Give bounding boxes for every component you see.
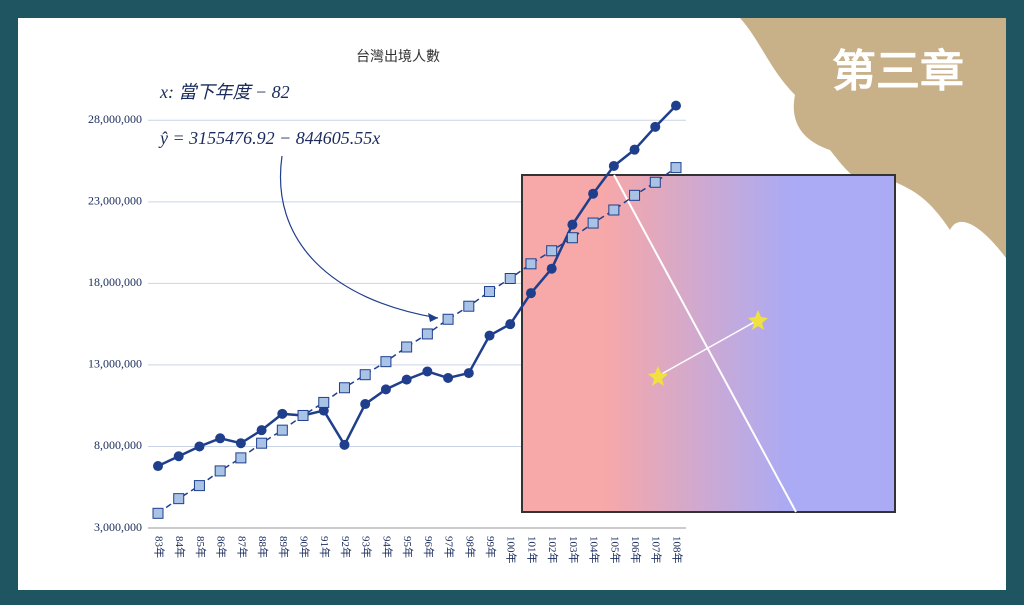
point xyxy=(338,382,350,394)
scatter-inset xyxy=(521,174,896,513)
y-tick-label: 8,000,000 xyxy=(94,438,142,452)
point xyxy=(566,232,578,244)
x-tick-label: 103年 xyxy=(567,536,581,564)
y-tick-label: 23,000,000 xyxy=(88,194,142,208)
annotation: x: 當下年度 − 82 xyxy=(159,82,290,102)
point xyxy=(339,439,350,450)
point xyxy=(649,176,661,188)
point xyxy=(546,245,558,257)
point xyxy=(277,408,288,419)
point xyxy=(505,319,516,330)
x-tick-label: 102年 xyxy=(546,536,560,564)
point xyxy=(235,452,247,464)
point xyxy=(214,465,226,477)
x-tick-label: 101年 xyxy=(525,536,539,564)
point xyxy=(152,507,164,519)
x-tick-label: 96年 xyxy=(422,536,436,558)
point xyxy=(608,160,619,171)
chart-title: 台灣出境人數 xyxy=(356,49,440,65)
x-tick-label: 99年 xyxy=(484,536,498,558)
x-tick-label: 83年 xyxy=(152,536,166,558)
point xyxy=(153,461,163,472)
x-tick-label: 88年 xyxy=(256,536,270,558)
point xyxy=(629,189,641,201)
point xyxy=(359,369,371,381)
x-tick-label: 95年 xyxy=(401,536,415,558)
arrow-head xyxy=(428,313,438,322)
x-tick-label: 90年 xyxy=(298,536,312,558)
point xyxy=(380,384,391,395)
x-tick-label: 86年 xyxy=(215,536,229,558)
point xyxy=(256,437,268,449)
x-tick-label: 89年 xyxy=(277,536,291,558)
point xyxy=(650,121,661,132)
x-tick-label: 94年 xyxy=(380,536,394,558)
point xyxy=(173,493,185,505)
badge-shape xyxy=(740,18,1006,258)
x-tick-label: 87年 xyxy=(235,536,249,558)
point xyxy=(504,272,516,284)
point xyxy=(588,188,599,199)
point xyxy=(443,372,454,383)
point xyxy=(525,258,537,270)
point xyxy=(194,441,205,452)
x-tick-label: 105年 xyxy=(608,536,622,564)
point xyxy=(297,409,309,421)
annotation-arrow xyxy=(280,155,439,319)
point xyxy=(421,328,433,340)
inset-frame xyxy=(521,174,896,513)
point xyxy=(318,396,330,408)
point xyxy=(422,366,433,377)
point xyxy=(608,204,620,216)
point xyxy=(401,341,413,353)
point xyxy=(442,313,454,325)
point xyxy=(235,438,246,449)
center-line xyxy=(657,319,759,377)
x-tick-label: 100年 xyxy=(505,536,519,564)
point xyxy=(276,424,288,436)
point xyxy=(484,286,496,298)
center-star xyxy=(648,366,668,386)
point xyxy=(256,425,267,436)
y-tick-label: 3,000,000 xyxy=(94,520,142,534)
point xyxy=(670,162,682,174)
point xyxy=(360,399,371,410)
x-tick-label: 93年 xyxy=(360,536,374,558)
point xyxy=(671,100,681,111)
point xyxy=(525,288,536,299)
y-tick-label: 28,000,000 xyxy=(88,112,142,126)
boundary-line xyxy=(613,174,797,513)
point xyxy=(567,219,578,230)
x-tick-label: 85年 xyxy=(194,536,208,558)
point xyxy=(215,433,226,444)
x-tick-label: 91年 xyxy=(318,536,332,558)
x-tick-label: 84年 xyxy=(173,536,187,558)
point xyxy=(629,144,640,155)
x-tick-label: 97年 xyxy=(443,536,457,558)
point xyxy=(380,356,392,368)
x-tick-label: 98年 xyxy=(463,536,477,558)
point xyxy=(546,263,557,274)
y-tick-label: 18,000,000 xyxy=(88,275,142,289)
x-tick-label: 104年 xyxy=(588,536,602,564)
point xyxy=(463,368,474,379)
y-tick-label: 13,000,000 xyxy=(88,357,142,371)
point xyxy=(401,374,412,385)
x-tick-label: 108年 xyxy=(670,536,684,564)
x-tick-label: 107年 xyxy=(650,536,664,564)
x-tick-label: 92年 xyxy=(339,536,353,558)
point xyxy=(587,217,599,229)
point xyxy=(318,405,329,416)
annotation: ŷ = 3155476.92 − 844605.55x xyxy=(158,128,380,148)
chapter-badge: 第三章 xyxy=(832,46,964,97)
center-star xyxy=(748,310,768,330)
point xyxy=(484,330,495,341)
point xyxy=(173,451,184,462)
x-tick-label: 106年 xyxy=(629,536,643,564)
point xyxy=(463,300,475,312)
point xyxy=(193,480,205,492)
